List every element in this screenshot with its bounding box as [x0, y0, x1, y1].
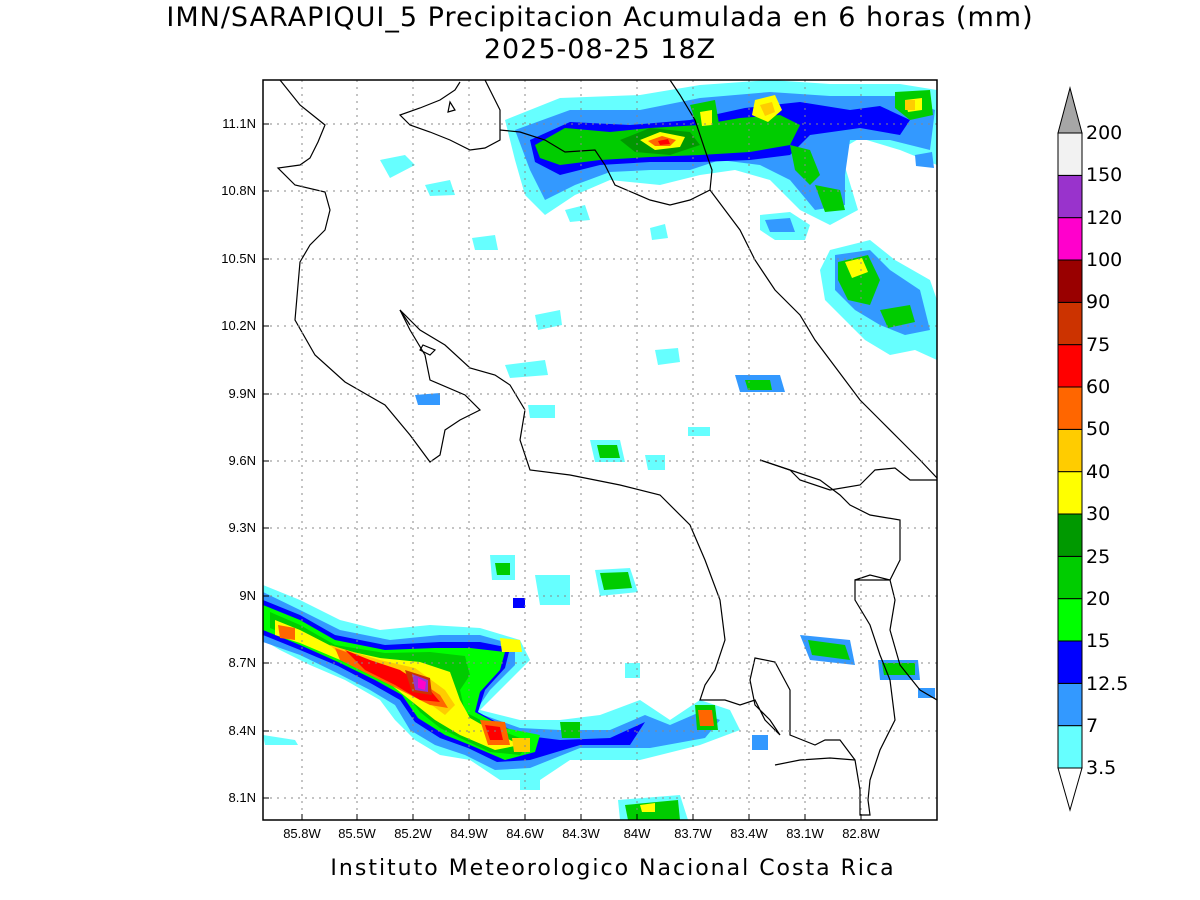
y-tick-label: 10.5N — [221, 251, 256, 266]
x-tick-label: 84.6W — [506, 826, 544, 841]
tick-marks — [263, 123, 862, 820]
map-title: IMN/SARAPIQUI_5 Precipitacion Acumulada … — [166, 2, 1034, 33]
x-tick-label: 85.5W — [338, 826, 376, 841]
colorbar-segment — [1057, 428, 1083, 473]
colorbar-label: 15 — [1086, 630, 1111, 652]
y-tick-label: 10.2N — [221, 318, 256, 333]
colorbar-label: 25 — [1086, 546, 1111, 568]
y-tick-label: 9.6N — [228, 453, 256, 468]
colorbar-label: 40 — [1086, 461, 1111, 483]
x-tick-label: 83.7W — [674, 826, 712, 841]
precip-cluster-south — [263, 555, 935, 820]
colorbar-segment — [1057, 598, 1083, 642]
colorbar-segment — [1057, 344, 1083, 388]
y-tick-label: 9.3N — [228, 520, 256, 535]
x-tick-label: 84W — [623, 826, 651, 841]
colorbar-segment — [1057, 301, 1083, 346]
colorbar-segment — [1057, 682, 1083, 727]
map-datetime: 2025-08-25 18Z — [483, 34, 717, 65]
map-frame — [262, 79, 938, 821]
x-tick-label: 83.1W — [786, 826, 824, 841]
colorbar-segment — [1057, 555, 1083, 600]
colorbar-segment — [1057, 86, 1083, 134]
x-tick-label: 85.2W — [394, 826, 432, 841]
x-tick-label: 83.4W — [730, 826, 768, 841]
x-tick-label: 85.8W — [283, 826, 321, 841]
colorbar-segment — [1057, 132, 1083, 176]
precip-cluster-north — [380, 80, 937, 470]
colorbar-label: 100 — [1086, 249, 1123, 271]
colorbar — [1057, 86, 1083, 812]
colorbar-label: 7 — [1086, 715, 1099, 737]
colorbar-label: 120 — [1086, 207, 1123, 229]
y-tick-label: 8.7N — [228, 655, 256, 670]
x-tick-label: 84.3W — [562, 826, 600, 841]
colorbar-segment — [1057, 217, 1083, 261]
colorbar-label: 90 — [1086, 291, 1111, 313]
y-tick-label: 9.9N — [228, 386, 256, 401]
colorbar-segment — [1057, 725, 1083, 769]
colorbar-label: 75 — [1086, 334, 1111, 356]
colorbar-segment — [1057, 767, 1083, 812]
colorbar-label: 12.5 — [1086, 673, 1129, 695]
y-tick-label: 10.8N — [221, 183, 256, 198]
x-tick-label: 82.8W — [842, 826, 880, 841]
x-tick-label: 84.9W — [450, 826, 488, 841]
colorbar-label: 20 — [1086, 588, 1111, 610]
colorbar-segment — [1057, 513, 1083, 557]
y-tick-label: 9N — [239, 588, 256, 603]
colorbar-segment — [1057, 640, 1083, 684]
colorbar-label: 30 — [1086, 503, 1111, 525]
gridlines — [263, 80, 937, 820]
coastlines — [276, 80, 937, 816]
colorbar-segment — [1057, 174, 1083, 219]
colorbar-label: 50 — [1086, 418, 1111, 440]
colorbar-segment — [1057, 471, 1083, 515]
y-tick-label: 11.1N — [222, 116, 256, 131]
colorbar-label: 150 — [1086, 164, 1123, 186]
colorbar-segment — [1057, 259, 1083, 303]
colorbar-label: 3.5 — [1086, 757, 1117, 779]
y-tick-label: 8.4N — [228, 723, 256, 738]
colorbar-label: 200 — [1086, 122, 1123, 144]
colorbar-label: 60 — [1086, 376, 1111, 398]
footer-credit: Instituto Meteorologico Nacional Costa R… — [330, 856, 896, 881]
y-tick-label: 8.1N — [228, 790, 256, 805]
colorbar-segment — [1057, 386, 1083, 430]
